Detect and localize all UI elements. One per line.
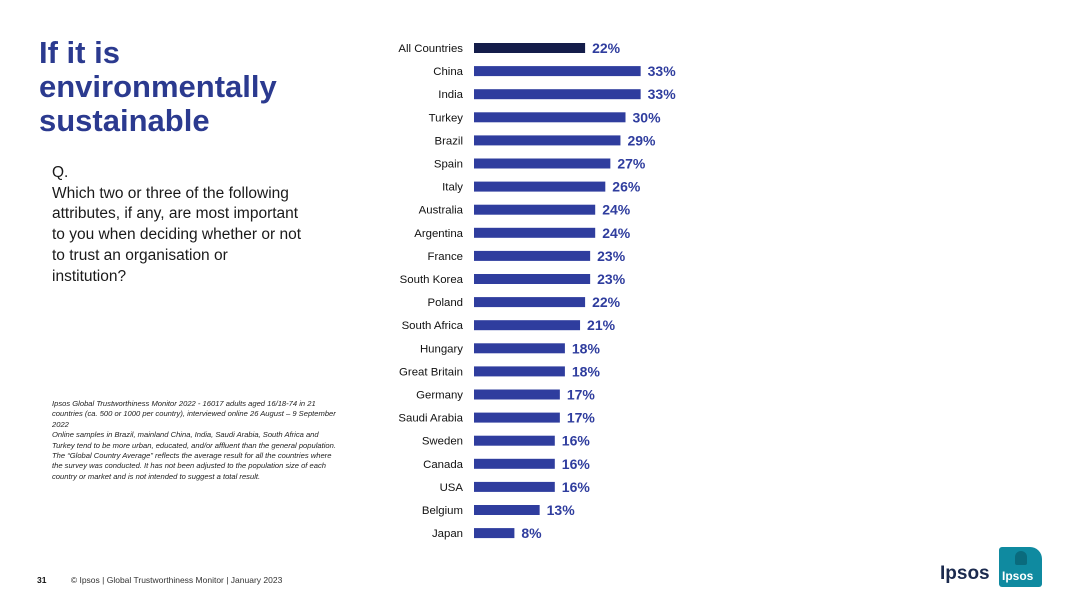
bar-sweden [474,435,555,446]
value-label-australia: 24% [602,202,631,218]
category-label-great-britain: Great Britain [399,366,463,378]
category-label-poland: Poland [428,297,463,309]
value-label-sweden: 16% [562,433,591,449]
value-label-italy: 26% [612,179,641,195]
footer-text: © Ipsos | Global Trustworthiness Monitor… [70,575,283,585]
survey-question: Q. Which two or three of the following a… [52,163,302,287]
bar-japan [474,528,515,539]
question-label: Q. [52,164,69,181]
brand-name: Ipsos [940,563,990,584]
value-label-belgium: 13% [547,502,576,518]
ipsos-logo-icon: Ipsos [999,547,1042,587]
bar-hungary [474,343,565,354]
category-label-china: China [433,66,463,78]
value-label-argentina: 24% [602,225,631,241]
bar-saudi-arabia [474,412,560,423]
note-methodology: Ipsos Global Trustworthiness Monitor 202… [52,399,336,429]
category-label-turkey: Turkey [429,112,464,124]
category-label-india: India [438,89,463,101]
value-label-great-britain: 18% [572,363,601,379]
value-label-germany: 17% [567,387,596,403]
bar-germany [474,389,560,400]
methodology-notes: Ipsos Global Trustworthiness Monitor 202… [52,399,337,482]
category-label-spain: Spain [434,159,463,171]
value-label-hungary: 18% [572,340,601,356]
value-label-japan: 8% [521,525,542,541]
value-label-saudi-arabia: 17% [567,410,596,426]
bar-south-korea [474,274,591,284]
value-label-usa: 16% [562,479,591,495]
value-label-canada: 16% [562,456,591,472]
value-label-china: 33% [648,63,677,79]
category-label-usa: USA [440,482,464,494]
category-label-germany: Germany [416,390,463,402]
bar-italy [474,181,606,192]
note-global-average: The “Global Country Average” reflects th… [52,451,332,481]
value-label-poland: 22% [592,294,621,310]
value-label-turkey: 30% [633,109,662,125]
value-label-brazil: 29% [627,132,656,148]
question-text: Which two or three of the following attr… [52,184,302,285]
logo-mark [1015,551,1027,565]
bar-poland [474,297,586,308]
value-label-spain: 27% [617,156,646,172]
logo-text: Ipsos [1002,569,1034,583]
note-online-samples: Online samples in Brazil, mainland China… [52,430,336,450]
footer: 31 © Ipsos | Global Trustworthiness Moni… [37,575,282,585]
bar-argentina [474,227,596,238]
bar-brazil [474,135,621,146]
category-label-south-africa: South Africa [402,320,464,332]
category-label-hungary: Hungary [420,343,463,355]
value-label-south-korea: 23% [597,271,626,287]
category-label-south-korea: South Korea [400,274,464,286]
category-label-argentina: Argentina [414,228,463,240]
bar-usa [474,481,555,492]
category-label-canada: Canada [423,459,464,471]
category-label-italy: Italy [442,182,463,194]
bar-spain [474,158,611,169]
value-label-india: 33% [648,86,677,102]
page-title: If it is environmentally sustainable [39,35,277,138]
page-number: 31 [37,575,47,585]
category-label-brazil: Brazil [435,135,463,147]
category-label-france: France [428,251,463,263]
category-label-australia: Australia [419,205,464,217]
bar-china [474,66,641,77]
bar-south-africa [474,320,581,331]
value-label-all-countries: 22% [592,40,621,56]
category-label-japan: Japan [432,528,463,540]
bar-india [474,89,641,100]
category-label-belgium: Belgium [422,505,463,517]
bar-great-britain [474,366,565,377]
bar-turkey [474,112,626,123]
value-label-south-africa: 21% [587,317,616,333]
bar-france [474,250,591,261]
category-label-saudi-arabia: Saudi Arabia [398,413,463,425]
category-label-all-countries: All Countries [398,43,463,55]
bar-canada [474,458,555,469]
category-label-sweden: Sweden [422,436,463,448]
bar-australia [474,204,596,215]
value-label-france: 23% [597,248,626,264]
bar-belgium [474,505,540,515]
bar-all-countries [474,43,586,53]
